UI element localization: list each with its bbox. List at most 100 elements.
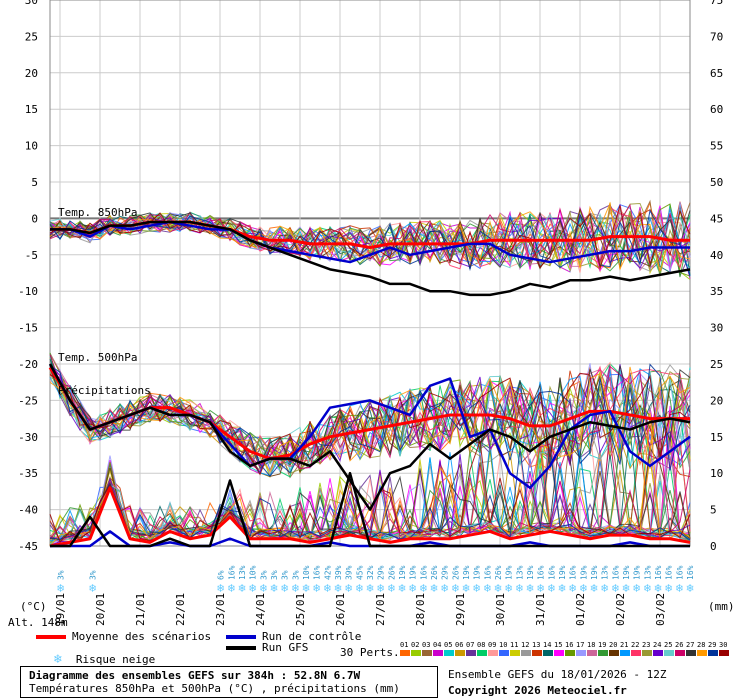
snowflake-icon: ❄ [590, 581, 597, 595]
snow-risk-pct: 19% [462, 565, 471, 580]
legend-gfs-label: Run GFS [262, 641, 309, 654]
snow-risk-pct: 3% [89, 570, 98, 580]
snowflake-icon: ❄ [345, 581, 352, 595]
snow-risk-pct: 26% [387, 565, 396, 580]
snow-risk-pct: 16% [483, 565, 492, 580]
right-tick-label: 40 [710, 249, 723, 262]
ensemble-run-date: Ensemble GEFS du 18/01/2026 - 12Z [448, 668, 667, 681]
perturbation-line [49, 354, 691, 471]
section-label: Temp. 500hPa [58, 351, 137, 364]
snowflake-icon: ❄ [228, 581, 235, 595]
snowflake-icon: ❄ [356, 581, 363, 595]
snow-risk-pct: 19% [558, 565, 567, 580]
footer-title-box: Diagramme des ensembles GEFS sur 384h : … [20, 666, 438, 698]
legend-control-label: Run de contrôle [262, 630, 362, 643]
pert-number: 10 [499, 641, 507, 649]
legend-mean-swatch [36, 634, 66, 639]
snow-risk-pct: 3% [57, 570, 66, 580]
snowflake-icon: ❄ [537, 581, 544, 595]
snowflake-icon: ❄ [484, 581, 491, 595]
pert-number: 13 [532, 641, 540, 649]
snowflake-icon: ❄ [302, 581, 309, 595]
snow-risk-pct: 26% [451, 565, 460, 580]
pert-number: 02 [411, 641, 419, 649]
snowflake-icon: ❄ [569, 581, 576, 595]
snow-risk-pct: 16% [686, 565, 695, 580]
legend-mean: Moyenne des scénarios [36, 630, 211, 643]
right-tick-label: 50 [710, 176, 723, 189]
snow-risk-pct: 13% [643, 565, 652, 580]
snowflake-icon: ❄ [548, 581, 555, 595]
pert-swatch [576, 650, 586, 656]
snow-risk-pct: 13% [238, 565, 247, 580]
left-tick-label: 15 [25, 103, 38, 116]
x-tick-label: 24/01 [254, 593, 267, 626]
snowflake-icon: ❄ [665, 581, 672, 595]
left-tick-label: 0 [31, 212, 38, 225]
perturbation-line [49, 368, 691, 477]
x-tick-label: 25/01 [294, 593, 307, 626]
snow-risk-pct: 19% [579, 565, 588, 580]
right-tick-label: 45 [710, 212, 723, 225]
pert-swatch [400, 650, 410, 656]
pert-number: 15 [554, 641, 562, 649]
footer-title: Diagramme des ensembles GEFS sur 384h : … [29, 669, 361, 682]
left-tick-label: -25 [18, 394, 38, 407]
perturbation-line [49, 365, 691, 465]
x-tick-label: 23/01 [214, 593, 227, 626]
legend-control: Run de contrôle [226, 630, 361, 643]
pert-number: 14 [543, 641, 551, 649]
snowflake-icon: ❄ [217, 581, 224, 595]
x-tick-label: 03/02 [654, 593, 667, 626]
snow-risk-pct: 19% [398, 565, 407, 580]
perturbation-line [49, 205, 691, 272]
pert-number: 19 [598, 641, 606, 649]
perturbation-line [49, 217, 691, 270]
snow-risk-pct: 3% [259, 570, 268, 580]
left-tick-label: -30 [18, 431, 38, 444]
pert-number: 27 [686, 641, 694, 649]
pert-number: 04 [433, 641, 441, 649]
pert-swatch [499, 650, 509, 656]
snowflake-icon: ❄ [420, 581, 427, 595]
pert-number: 24 [653, 641, 661, 649]
snow-risk-pct: 3% [270, 570, 279, 580]
snow-risk-pct: 13% [515, 565, 524, 580]
snow-risk-pct: 39% [345, 565, 354, 580]
pert-number: 30 [719, 641, 727, 649]
snow-risk-pct: 29% [377, 565, 386, 580]
pert-number: 21 [620, 641, 628, 649]
pert-swatch [521, 650, 531, 656]
pert-swatch [488, 650, 498, 656]
snow-risk-pct: 3% [281, 570, 290, 580]
right-tick-label: 60 [710, 103, 723, 116]
perturbation-line [49, 372, 691, 476]
pert-number: 11 [510, 641, 518, 649]
axis-labels: 302520151050-5-10-15-20-25-30-35-40-4575… [8, 0, 735, 629]
right-axis-unit: (mm) [708, 600, 735, 613]
main-series-lines [48, 220, 691, 548]
snow-risk-pct: 19% [633, 565, 642, 580]
x-tick-label: 19/01 [54, 593, 67, 626]
series-line [48, 363, 691, 511]
snowflake-icon: ❄ [676, 581, 683, 595]
right-tick-label: 25 [710, 358, 723, 371]
series-line [50, 220, 690, 264]
legend-perts-label: 30 Perts. [340, 646, 400, 659]
legend-snow-label: Risque neige [75, 653, 156, 666]
snow-risk-pct: 29% [441, 565, 450, 580]
pert-swatch [609, 650, 619, 656]
perturbation-line [49, 205, 691, 270]
snow-risk-pct: 32% [366, 565, 375, 580]
x-tick-label: 22/01 [174, 593, 187, 626]
pert-number: 06 [455, 641, 463, 649]
pert-swatch [697, 650, 707, 656]
right-tick-label: 75 [710, 0, 723, 7]
snow-risk-row: ❄3%❄3%❄6%❄16%❄13%❄10%❄3%❄3%❄3%❄3%❄10%❄16… [57, 565, 695, 595]
snowflake-icon: ❄ [281, 581, 288, 595]
left-tick-label: 10 [25, 140, 38, 153]
snow-risk-pct: 16% [313, 565, 322, 580]
pert-swatch [455, 650, 465, 656]
right-tick-label: 10 [710, 467, 723, 480]
x-tick-label: 20/01 [94, 593, 107, 626]
